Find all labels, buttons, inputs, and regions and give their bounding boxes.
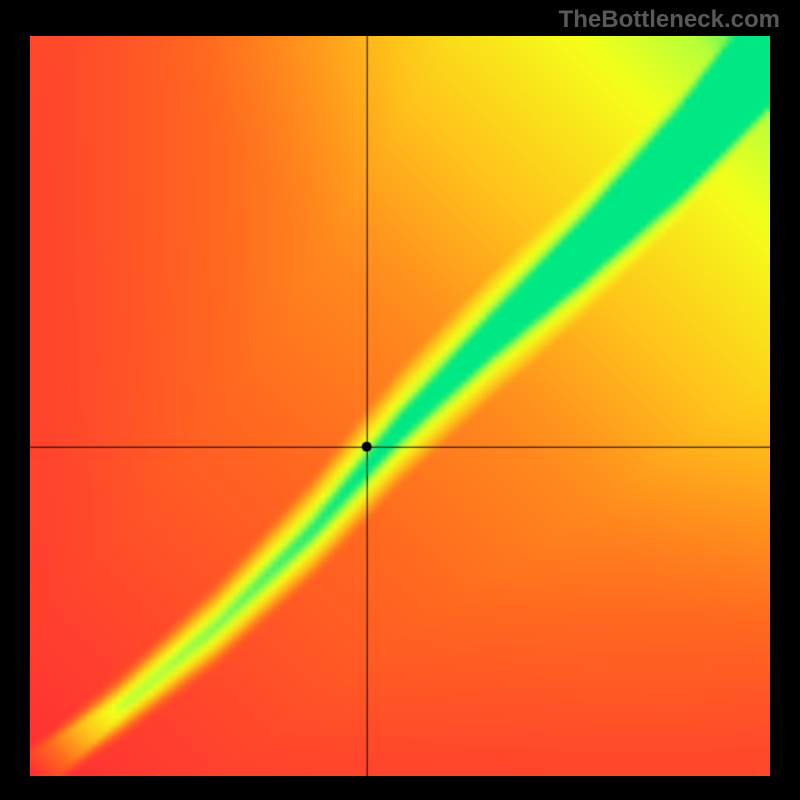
watermark-text: TheBottleneck.com	[559, 6, 780, 34]
bottleneck-heatmap	[30, 36, 770, 776]
chart-container: TheBottleneck.com	[0, 0, 800, 800]
